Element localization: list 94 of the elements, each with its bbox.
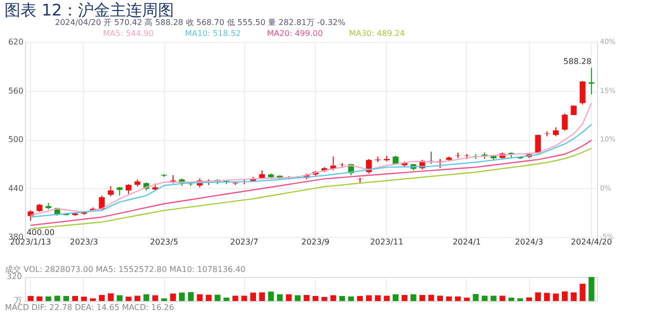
- bar: [188, 292, 194, 301]
- candlestick: [108, 186, 114, 197]
- bar: [384, 296, 390, 301]
- bar: [152, 295, 158, 301]
- bar: [437, 296, 443, 301]
- annotation: 400.00: [26, 228, 55, 237]
- bar: [464, 298, 470, 301]
- candlestick: [544, 130, 550, 137]
- bar: [214, 294, 220, 301]
- text: MA5: 544.90: [103, 29, 154, 38]
- bar: [28, 296, 34, 301]
- annotation: 588.28: [563, 56, 592, 66]
- bar: [259, 292, 265, 301]
- bar: [321, 296, 328, 301]
- bar: [428, 294, 434, 301]
- chart-title: 图表 12：沪金主连周图: [4, 0, 174, 20]
- y-tick-label: 500: [8, 135, 24, 144]
- text: MACD DIF: 22.78 DEA: 14.65 MACD: 16.26: [5, 303, 174, 312]
- bar: [36, 296, 42, 301]
- x-tick-label: 2024/1: [452, 238, 481, 246]
- bar: [81, 296, 87, 301]
- bar: [196, 294, 203, 301]
- bar: [517, 298, 524, 301]
- text: MA30: 489.24: [349, 29, 405, 38]
- bar: [98, 295, 105, 301]
- y-tick-label: 440: [8, 184, 24, 193]
- bar: [570, 292, 577, 301]
- bar: [374, 295, 381, 301]
- bar: [526, 297, 532, 301]
- text: MA20: 499.00: [267, 29, 323, 38]
- bar: [250, 292, 256, 301]
- bar: [330, 295, 336, 301]
- bar: [562, 291, 568, 301]
- candlestick: [562, 113, 568, 132]
- bar: [241, 296, 248, 301]
- bar: [304, 295, 310, 301]
- bar: [170, 294, 176, 301]
- bar: [544, 292, 550, 301]
- bar: [446, 296, 452, 301]
- bar: [268, 292, 274, 301]
- bar: [455, 296, 461, 301]
- text: 万: [14, 296, 22, 305]
- bar: [535, 292, 541, 301]
- bar: [54, 296, 60, 301]
- bar: [126, 296, 132, 301]
- x-tick-label: 2023/3: [70, 238, 98, 246]
- bar: [224, 298, 230, 301]
- bar: [580, 284, 586, 301]
- bar: [294, 295, 301, 301]
- bar: [552, 294, 559, 301]
- bar: [472, 294, 479, 301]
- bar: [72, 296, 78, 301]
- bar: [286, 294, 292, 301]
- bar: [366, 295, 372, 301]
- bar: [179, 292, 185, 301]
- bar: [500, 296, 506, 301]
- x-tick-label: 2023/11: [370, 238, 404, 246]
- bar: [161, 298, 167, 301]
- text: 成交 VOL: 2828073.00 MA5: 1552572.80 MA10: 1078136.40: [5, 265, 246, 274]
- bar: [45, 296, 52, 301]
- text: 320: [6, 272, 22, 281]
- bar: [419, 295, 426, 301]
- text: MA10: 518.52: [185, 29, 241, 38]
- bar: [339, 296, 346, 301]
- bar: [482, 296, 488, 301]
- bar: [143, 294, 150, 301]
- x-tick-label: 2024/4/20: [570, 238, 612, 246]
- bar: [206, 294, 212, 301]
- bar: [402, 295, 408, 301]
- bar: [357, 296, 363, 301]
- bar: [392, 294, 398, 301]
- x-tick-label: 2024/3: [515, 238, 544, 246]
- x-tick-label: 2023/7: [230, 238, 258, 246]
- bar: [410, 294, 416, 301]
- candlestick: [535, 134, 541, 155]
- bar: [134, 296, 140, 301]
- candlestick: [580, 80, 586, 106]
- bar: [490, 296, 496, 301]
- text: 2024/04/20 开 570.42 高 588.28 收 568.70 低 555.50 量 282.81万 -0.32%: [55, 18, 346, 27]
- y-tick-label: 560: [8, 86, 24, 96]
- bar: [108, 293, 114, 301]
- bar: [508, 298, 514, 301]
- y-tick-label: 620: [8, 38, 24, 46]
- x-tick-label: 2023/9: [301, 238, 330, 246]
- bar: [276, 294, 283, 301]
- x-tick-label: 2023/5: [150, 238, 178, 246]
- bar: [232, 296, 238, 301]
- bar: [312, 296, 318, 301]
- bar: [63, 296, 70, 301]
- bar: [348, 296, 354, 301]
- bar: [116, 295, 122, 301]
- candlestick: [126, 184, 132, 194]
- bar: [588, 277, 594, 301]
- bar: [90, 298, 96, 301]
